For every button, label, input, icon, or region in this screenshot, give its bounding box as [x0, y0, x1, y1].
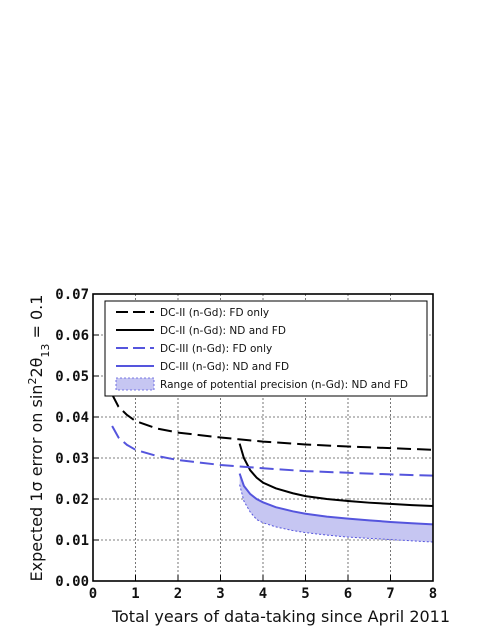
x-tick-label: 5 — [301, 586, 309, 602]
legend-entry: Range of potential precision (n-Gd): ND … — [160, 379, 408, 391]
precision-band-fill — [239, 473, 433, 543]
x-tick-label: 3 — [216, 586, 224, 602]
x-tick-label: 4 — [259, 586, 267, 602]
legend-box — [104, 300, 428, 397]
x-tick-label: 8 — [429, 586, 437, 602]
x-tick-label: 7 — [386, 586, 394, 602]
legend-entry: DC-III (n-Gd): ND and FD — [160, 361, 289, 373]
plot-frame — [92, 293, 434, 582]
series-line-4 — [238, 473, 434, 526]
x-tick-label: 0 — [89, 586, 97, 602]
y-tick-label: 0.00 — [55, 574, 89, 590]
y-tick-label: 0.04 — [55, 410, 89, 426]
x-axis-label: Total years of data-taking since April 2… — [111, 607, 450, 626]
legend-entry: DC-II (n-Gd): ND and FD — [160, 325, 286, 337]
y-tick-label: 0.01 — [55, 533, 89, 549]
legend-entry: DC-III (n-Gd): FD only — [160, 343, 272, 355]
y-tick-label: 0.02 — [55, 492, 89, 508]
x-tick-label: 6 — [344, 586, 352, 602]
x-tick-label: 1 — [131, 586, 139, 602]
y-tick-label: 0.05 — [55, 369, 89, 385]
ticks: 0 1 2 3 4 5 6 7 8 0.00 0.01 0.02 0.03 0.04 0.05 0.06 0.0… — [55, 287, 437, 602]
x-tick-label: 2 — [174, 586, 182, 602]
series-group — [111, 393, 434, 526]
legend: DC-II (n-Gd): FD only DC-II (n-Gd): ND an… — [104, 300, 428, 397]
precision-band — [239, 473, 434, 543]
y-tick-label: 0.07 — [55, 287, 89, 303]
y-tick-label: 0.06 — [55, 328, 89, 344]
legend-entry: DC-II (n-Gd): FD only — [160, 307, 269, 319]
y-tick-label: 0.03 — [55, 451, 89, 467]
series-line-3 — [111, 425, 434, 477]
series-line-2 — [238, 443, 434, 507]
series-line-1 — [111, 393, 434, 451]
y-axis-label: Expected 1σ error on sin22θ13 = 0.1 — [26, 295, 52, 582]
legend-swatch-band — [115, 377, 155, 391]
precision-band-lower-edge — [239, 484, 434, 543]
